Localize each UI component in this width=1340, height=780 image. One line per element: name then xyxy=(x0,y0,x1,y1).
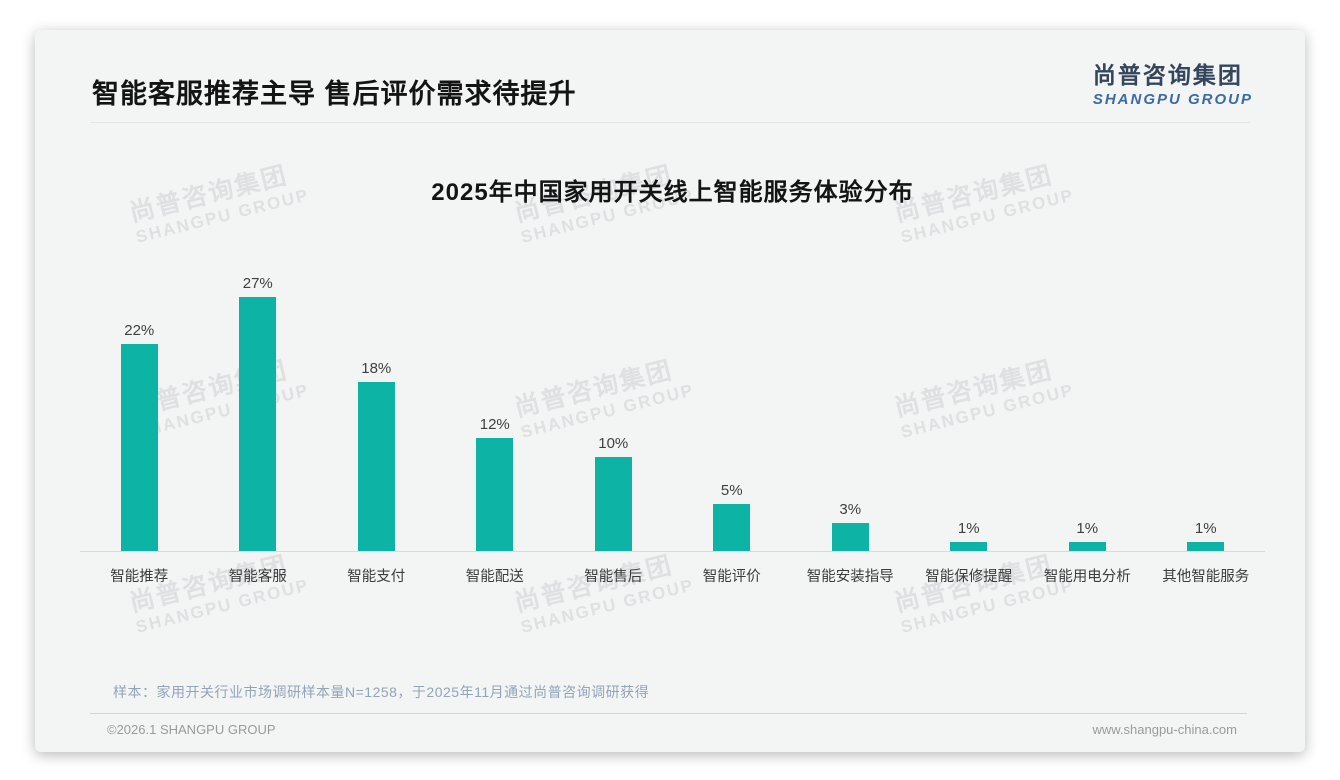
bar-category-label: 智能推荐 xyxy=(110,569,169,585)
bar-category-label: 智能用电分析 xyxy=(1043,569,1131,585)
bar-category-label: 智能安装指导 xyxy=(806,569,894,585)
title-divider xyxy=(90,122,1250,123)
bar-column: 27% 智能客服 xyxy=(199,270,318,585)
chart-title: 2025年中国家用开关线上智能服务体验分布 xyxy=(431,179,914,206)
bar-category-label: 智能配送 xyxy=(465,569,524,585)
footer-bar: ©2026.1 SHANGPU GROUP www.shangpu-china.… xyxy=(107,722,1237,737)
slide-card: 尚普咨询集团 SHANGPU GROUP 尚普咨询集团 SHANGPU GROU… xyxy=(35,30,1305,752)
bar xyxy=(1068,542,1106,551)
bar-column: 5% 智能评价 xyxy=(673,270,792,585)
bar-category-label: 智能保修提醒 xyxy=(925,569,1013,585)
bar-category-label: 智能支付 xyxy=(347,569,406,585)
bar xyxy=(950,542,988,551)
bar-value-label: 1% xyxy=(957,520,980,537)
bar-column: 3% 智能安装指导 xyxy=(791,270,910,585)
bar xyxy=(239,297,277,551)
page-title: 智能客服推荐主导 售后评价需求待提升 xyxy=(92,79,577,109)
bar-column: 18% 智能支付 xyxy=(317,270,436,585)
brand-logo-chinese: 尚普咨询集团 xyxy=(1092,62,1243,88)
bar-value-label: 3% xyxy=(839,501,862,518)
brand-logo: 尚普咨询集团 SHANGPU GROUP xyxy=(1093,56,1253,108)
bar-chart: 22% 智能推荐 27% 智能客服 18% 智能支付 12% 智能配送 10% … xyxy=(80,270,1266,585)
bar-value-label: 27% xyxy=(242,275,273,292)
bar-column: 1% 智能保修提醒 xyxy=(910,270,1029,585)
watermark: 尚普咨询集团 SHANGPU GROUP xyxy=(512,547,696,637)
watermark: 尚普咨询集团 SHANGPU GROUP xyxy=(127,547,311,637)
bar-value-label: 5% xyxy=(720,482,743,499)
bar-category-label: 智能评价 xyxy=(702,569,761,585)
bar xyxy=(120,344,158,551)
bar xyxy=(357,382,395,551)
bar xyxy=(1187,542,1225,551)
bar xyxy=(831,523,869,551)
bar-column: 1% 其他智能服务 xyxy=(1147,270,1266,585)
bar-column: 22% 智能推荐 xyxy=(80,270,199,585)
bar xyxy=(594,457,632,551)
bar xyxy=(476,438,514,551)
brand-logo-english: SHANGPU GROUP xyxy=(1092,91,1253,108)
bar-category-label: 其他智能服务 xyxy=(1162,569,1250,585)
bar-column: 1% 智能用电分析 xyxy=(1028,270,1147,585)
bar-value-label: 1% xyxy=(1076,520,1099,537)
bar-category-label: 智能客服 xyxy=(228,569,287,585)
footer-divider xyxy=(90,713,1247,714)
bar-category-label: 智能售后 xyxy=(584,569,643,585)
watermark: 尚普咨询集团 SHANGPU GROUP xyxy=(892,547,1076,637)
bar xyxy=(713,504,751,551)
copyright-text: ©2026.1 SHANGPU GROUP xyxy=(107,722,276,737)
bar-value-label: 18% xyxy=(361,360,392,377)
website-url: www.shangpu-china.com xyxy=(1092,722,1237,737)
bar-column: 12% 智能配送 xyxy=(436,270,555,585)
sample-note: 样本：家用开关行业市场调研样本量N=1258，于2025年11月通过尚普咨询调研… xyxy=(113,684,650,700)
bar-column: 10% 智能售后 xyxy=(554,270,673,585)
bar-value-label: 10% xyxy=(598,435,629,452)
bar-value-label: 22% xyxy=(124,322,155,339)
bar-value-label: 12% xyxy=(479,416,510,433)
bar-value-label: 1% xyxy=(1194,520,1217,537)
